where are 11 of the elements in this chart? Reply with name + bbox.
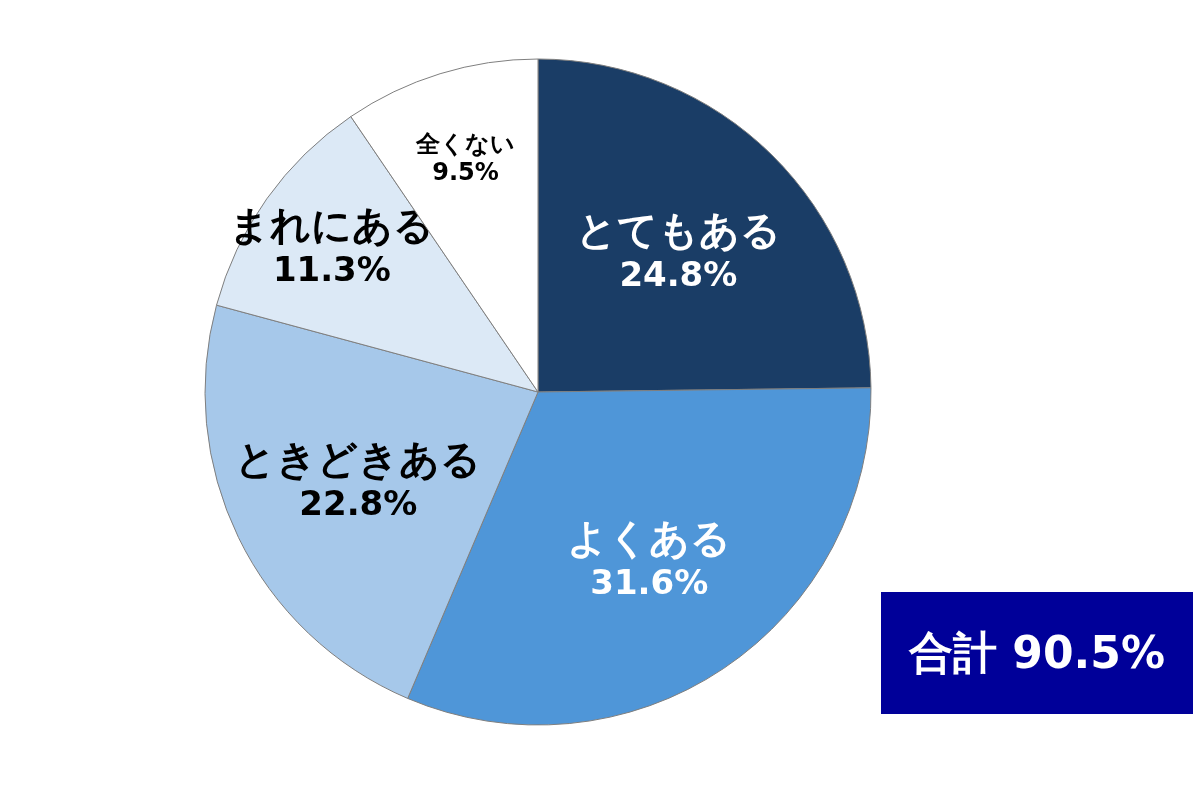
data-label: 24.8%	[619, 253, 738, 294]
slice-label: とてもある	[575, 206, 781, 253]
slice-label: よくある	[567, 514, 732, 561]
slice-label: まれにある	[229, 202, 435, 249]
data-label: 22.8%	[299, 483, 418, 524]
data-label: 31.6%	[590, 561, 709, 602]
text: 合計 90.5%	[908, 627, 1165, 678]
slice-label: ときどきある	[235, 436, 482, 483]
slice-label: 全くない	[415, 130, 516, 159]
data-label: 9.5%	[432, 158, 499, 187]
data-label: 11.3%	[272, 249, 391, 290]
